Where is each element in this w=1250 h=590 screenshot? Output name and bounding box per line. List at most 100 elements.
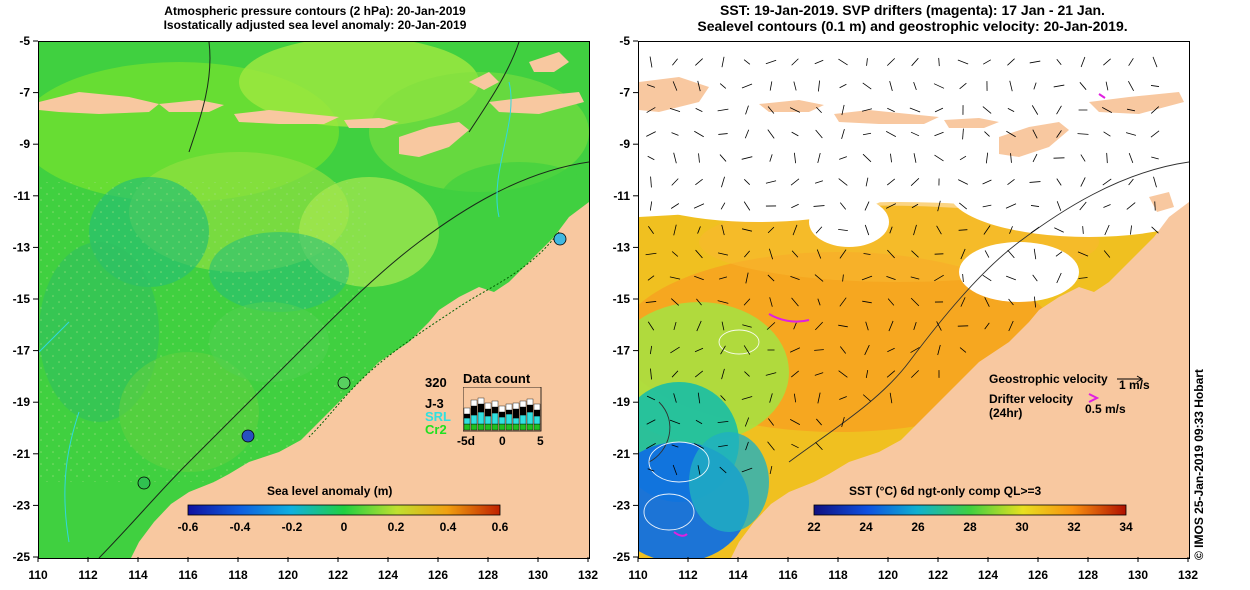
inset-bar-segment xyxy=(512,423,520,431)
inset-bar-segment xyxy=(484,402,492,410)
velocity-arrow xyxy=(721,56,725,68)
velocity-arrow xyxy=(1007,249,1015,259)
velocity-arrow xyxy=(888,320,894,332)
velocity-arrow xyxy=(697,226,701,234)
velocity-arrow xyxy=(719,466,727,474)
velocity-arrow xyxy=(886,203,896,209)
velocity-arrow xyxy=(694,130,704,138)
lon-tick-label: 132 xyxy=(578,568,598,582)
drifter-velocity-sub: (24hr) xyxy=(989,406,1023,420)
velocity-arrow xyxy=(697,80,701,92)
velocity-arrow xyxy=(862,153,872,163)
velocity-arrow xyxy=(789,347,801,353)
lon-tick-label: 110 xyxy=(628,568,648,582)
velocity-arrow xyxy=(744,250,750,258)
sea-level-anomaly-map[interactable]: 320 Data count J-3 SRL Cr2 -5d 0 5 Sea l… xyxy=(38,41,590,559)
velocity-arrow xyxy=(650,176,652,188)
velocity-arrow xyxy=(791,250,799,258)
lat-tick-label: -17 xyxy=(13,344,31,358)
velocity-arrow xyxy=(839,202,847,210)
drifter-velocity-label: Drifter velocity xyxy=(989,392,1074,406)
inset-bar-segment xyxy=(519,423,527,431)
lat-tick-label: -7 xyxy=(19,86,30,100)
velocity-arrow xyxy=(769,154,773,162)
velocity-arrow xyxy=(936,321,942,331)
velocity-arrow xyxy=(744,129,750,139)
velocity-arrow xyxy=(769,393,773,403)
inset-bar-segment xyxy=(505,413,513,425)
velocity-arrow xyxy=(814,59,824,65)
inset-bar-segment xyxy=(470,423,478,431)
geo-velocity-scale: 1 m/s xyxy=(1119,378,1150,392)
inset-bar-segment xyxy=(484,408,492,417)
lon-tick-label: 112 xyxy=(78,568,98,582)
sea-level-contours xyxy=(648,161,1189,463)
velocity-arrow xyxy=(672,81,678,91)
colorbar-tick-label: 22 xyxy=(807,520,821,534)
left-title-line2: Isostatically adjusted sea level anomaly… xyxy=(163,18,467,32)
velocity-arrow xyxy=(791,297,799,307)
velocity-arrow xyxy=(769,297,773,307)
velocity-arrow xyxy=(887,298,895,306)
velocity-arrow xyxy=(815,226,823,234)
lat-tick-label: -21 xyxy=(613,447,631,461)
velocity-arrow xyxy=(646,131,656,137)
velocity-arrow xyxy=(744,417,750,427)
colorbar-tick-label: -0.4 xyxy=(229,520,251,534)
velocity-arrow xyxy=(887,107,895,113)
inset-bar-segment xyxy=(477,423,485,431)
velocity-arrow xyxy=(889,392,893,404)
velocity-arrow xyxy=(792,224,798,236)
lon-tick-label: 120 xyxy=(878,568,898,582)
velocity-arrow xyxy=(670,346,680,354)
velocity-arrow xyxy=(793,393,797,403)
velocity-arrow xyxy=(913,322,917,330)
velocity-arrow xyxy=(745,272,749,284)
lat-tick-label: -21 xyxy=(13,447,31,461)
velocity-arrow xyxy=(647,321,655,331)
inset-bar-segment xyxy=(505,409,513,415)
velocity-arrow xyxy=(767,274,775,282)
velocity-arrow xyxy=(718,276,728,280)
velocity-arrow xyxy=(886,58,896,66)
inset-bar-segment xyxy=(463,407,471,415)
velocity-arrow xyxy=(672,464,678,476)
velocity-arrow xyxy=(719,83,727,89)
sst-map[interactable]: Geostrophic velocity 1 m/s Drifter veloc… xyxy=(638,41,1190,559)
velocity-arrow xyxy=(962,273,964,283)
australia-landmass-sst xyxy=(731,202,1189,558)
velocity-arrow xyxy=(818,80,820,92)
velocity-arrow xyxy=(673,393,677,403)
velocity-arrow xyxy=(768,418,774,426)
velocity-arrow xyxy=(862,132,872,136)
pressure-contours xyxy=(98,42,589,558)
lon-tick-label: 118 xyxy=(828,568,848,582)
velocity-arrow xyxy=(743,345,751,355)
inset-bar-segment xyxy=(533,403,541,411)
velocity-arrow xyxy=(1126,202,1136,210)
velocity-arrow xyxy=(1056,201,1062,211)
velocity-arrow xyxy=(673,321,677,331)
inset-bar-segment xyxy=(498,416,506,425)
velocity-arrow xyxy=(669,107,681,113)
velocity-arrow xyxy=(718,133,728,135)
colorbar-tick-label: 0.6 xyxy=(491,520,509,534)
velocity-arrow xyxy=(839,346,847,354)
velocity-arrow xyxy=(671,444,679,448)
velocity-arrow xyxy=(648,226,654,234)
inset-bar-segment xyxy=(519,406,527,416)
velocity-arrow xyxy=(816,106,822,114)
inset-bar-segment xyxy=(491,400,499,408)
velocity-arrow xyxy=(984,250,990,258)
velocity-arrow xyxy=(1056,59,1062,65)
velocity-arrow xyxy=(1154,201,1156,211)
velocity-arrow xyxy=(1008,320,1014,332)
velocity-arrow xyxy=(911,250,919,258)
velocity-arrow xyxy=(861,275,873,281)
velocity-arrow xyxy=(791,131,799,137)
lat-tick-label: -23 xyxy=(613,498,631,512)
lat-tick-label: -23 xyxy=(13,498,31,512)
velocity-arrow xyxy=(1103,250,1111,258)
velocity-arrow xyxy=(886,276,896,280)
velocity-arrow xyxy=(885,131,897,137)
